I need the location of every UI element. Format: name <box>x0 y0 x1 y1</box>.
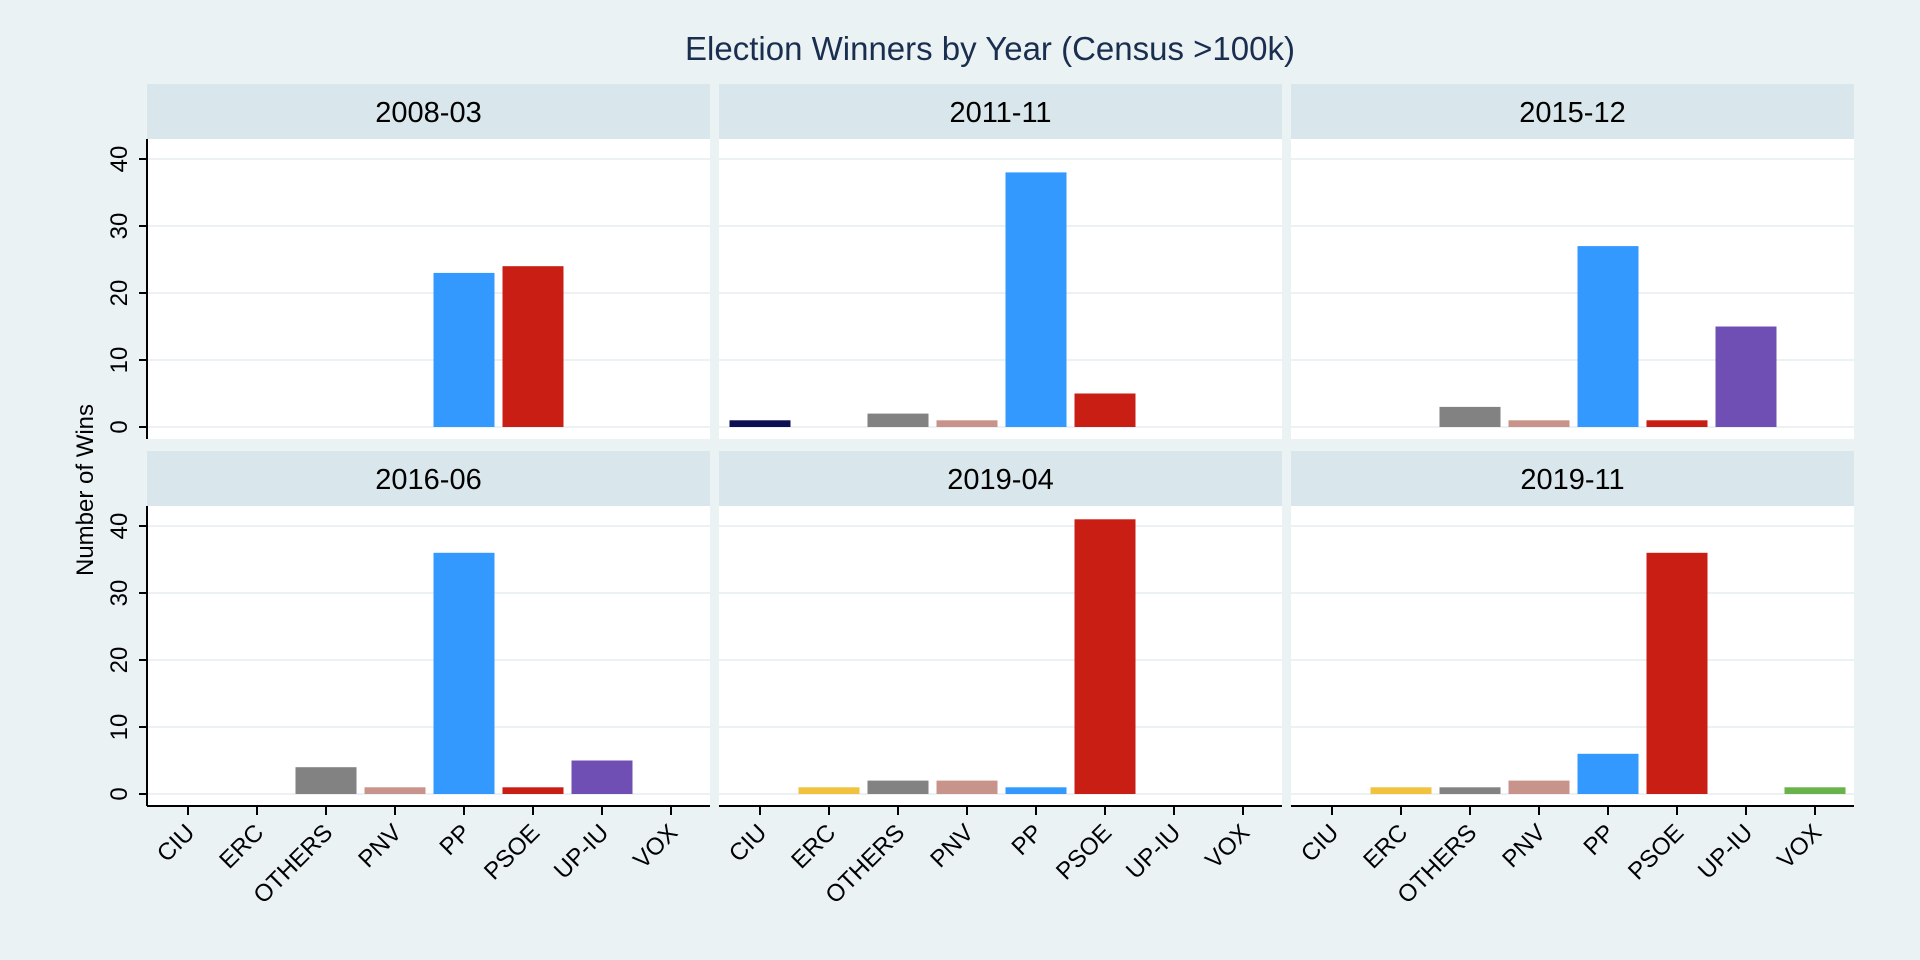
bar-pp-2008-03: PP: 23 <box>433 272 495 427</box>
bar-others-2015-12: OTHERS: 3 <box>1439 406 1501 427</box>
bar-erc-2019-04: ERC: 1 <box>798 787 860 794</box>
bar-others-2019-04: OTHERS: 2 <box>867 780 929 794</box>
x-tick-label-ciu: CIU <box>1296 819 1344 867</box>
plot-area <box>147 506 710 806</box>
bar-pp-2015-12: PP: 27 <box>1577 246 1639 427</box>
x-tick-label-up-iu: UP-IU <box>1693 819 1758 884</box>
x-tick-label-up-iu: UP-IU <box>1121 819 1186 884</box>
y-tick-label: 10 <box>106 347 133 374</box>
bar-psoe-2019-04: PSOE: 41 <box>1074 519 1136 794</box>
facet-title: 2019-04 <box>947 464 1053 496</box>
x-tick-label-erc: ERC <box>786 819 841 874</box>
facet-strip <box>147 84 710 139</box>
facet-title: 2016-06 <box>375 464 481 496</box>
facet-strip <box>1291 451 1854 506</box>
y-tick-label: 20 <box>106 280 133 307</box>
bar-pp-2019-11: PP: 6 <box>1577 753 1639 794</box>
bar-pnv-2011-11: PNV: 1 <box>936 420 998 427</box>
x-tick-label-ciu: CIU <box>724 819 772 867</box>
bar-others-2016-06: OTHERS: 4 <box>295 767 357 794</box>
y-tick-label: 0 <box>106 420 133 433</box>
x-tick-label-erc: ERC <box>1358 819 1413 874</box>
plot-area <box>719 506 1282 806</box>
bar-pp-2019-04: PP: 1 <box>1005 787 1067 794</box>
facet-strip <box>1291 84 1854 139</box>
bar-psoe-2008-03: PSOE: 24 <box>502 266 564 427</box>
bar-vox-2019-11: VOX: 1 <box>1784 787 1846 794</box>
facet-title: 2015-12 <box>1519 97 1625 129</box>
bar-pnv-2015-12: PNV: 1 <box>1508 420 1570 427</box>
x-tick-label-vox: VOX <box>628 819 683 874</box>
plot-area <box>1291 506 1854 806</box>
x-tick-label-pp: PP <box>1007 819 1049 861</box>
facet-grid: 2008-03010203040CIU: 0ERC: 0OTHERS: 0PNV… <box>106 84 1854 909</box>
bar-up-iu-2015-12: UP-IU: 15 <box>1715 326 1777 427</box>
bar-psoe-2019-11: PSOE: 36 <box>1646 552 1708 794</box>
x-tick-label-pnv: PNV <box>1497 819 1551 873</box>
y-axis-label: Number of Wins <box>72 404 99 576</box>
bar-others-2019-11: OTHERS: 1 <box>1439 787 1501 794</box>
x-tick-label-pp: PP <box>435 819 477 861</box>
x-tick-label-pp: PP <box>1579 819 1621 861</box>
facet-2015-12: 2015-12CIU: 0ERC: 0OTHERS: 3PNV: 1PP: 27… <box>1291 84 1854 439</box>
facet-strip <box>719 451 1282 506</box>
facet-title: 2011-11 <box>949 97 1051 129</box>
y-tick-label: 0 <box>106 787 133 800</box>
facet-strip <box>719 84 1282 139</box>
y-tick-label: 30 <box>106 213 133 240</box>
bar-others-2011-11: OTHERS: 2 <box>867 413 929 427</box>
chart-title: Election Winners by Year (Census >100k) <box>685 30 1295 67</box>
y-tick-label: 40 <box>106 513 133 540</box>
plot-area <box>719 139 1282 439</box>
x-tick-label-pnv: PNV <box>925 819 979 873</box>
facet-strip <box>147 451 710 506</box>
bar-up-iu-2016-06: UP-IU: 5 <box>571 760 633 794</box>
facet-2008-03: 2008-03010203040CIU: 0ERC: 0OTHERS: 0PNV… <box>106 84 710 439</box>
y-tick-label: 10 <box>106 714 133 741</box>
x-tick-label-up-iu: UP-IU <box>549 819 614 884</box>
bar-ciu-2011-11: CIU: 1 <box>729 420 791 427</box>
facet-title: 2019-11 <box>1520 464 1624 496</box>
bar-psoe-2016-06: PSOE: 1 <box>502 787 564 794</box>
bar-pp-2016-06: PP: 36 <box>433 552 495 794</box>
bar-psoe-2015-12: PSOE: 1 <box>1646 420 1708 427</box>
x-tick-label-psoe: PSOE <box>479 819 545 885</box>
bar-psoe-2011-11: PSOE: 5 <box>1074 393 1136 427</box>
bar-pnv-2016-06: PNV: 1 <box>364 787 426 794</box>
x-tick-label-pnv: PNV <box>353 819 407 873</box>
y-tick-label: 20 <box>106 647 133 674</box>
x-tick-label-ciu: CIU <box>152 819 200 867</box>
bar-pnv-2019-11: PNV: 2 <box>1508 780 1570 794</box>
x-tick-label-vox: VOX <box>1772 819 1827 874</box>
y-tick-label: 40 <box>106 146 133 173</box>
bar-pnv-2019-04: PNV: 2 <box>936 780 998 794</box>
x-tick-label-psoe: PSOE <box>1051 819 1117 885</box>
facet-title: 2008-03 <box>375 97 481 129</box>
bar-erc-2019-11: ERC: 1 <box>1370 787 1432 794</box>
x-tick-label-psoe: PSOE <box>1623 819 1689 885</box>
plot-area <box>147 139 710 439</box>
y-tick-label: 30 <box>106 580 133 607</box>
bar-pp-2011-11: PP: 38 <box>1005 172 1067 427</box>
x-tick-label-vox: VOX <box>1200 819 1255 874</box>
x-tick-label-erc: ERC <box>214 819 269 874</box>
